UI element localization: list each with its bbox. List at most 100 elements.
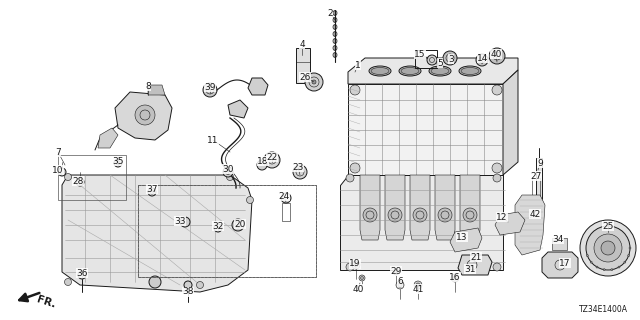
Text: 15: 15 (414, 50, 426, 59)
Text: TZ34E1400A: TZ34E1400A (579, 305, 628, 314)
Text: 22: 22 (266, 153, 278, 162)
Circle shape (493, 174, 501, 182)
Circle shape (493, 263, 501, 271)
Polygon shape (450, 228, 482, 252)
Circle shape (184, 281, 192, 289)
Polygon shape (62, 175, 252, 292)
Text: 3: 3 (448, 54, 454, 63)
Polygon shape (542, 252, 578, 278)
Circle shape (359, 275, 365, 281)
Circle shape (594, 234, 622, 262)
Circle shape (305, 73, 323, 91)
Circle shape (398, 283, 402, 287)
Circle shape (603, 269, 605, 271)
Circle shape (360, 276, 364, 279)
Text: 5: 5 (437, 59, 443, 68)
Circle shape (203, 83, 217, 97)
Circle shape (346, 263, 354, 271)
Polygon shape (503, 70, 518, 175)
Circle shape (281, 193, 291, 203)
Circle shape (58, 168, 66, 176)
Circle shape (596, 266, 598, 268)
Circle shape (76, 178, 84, 186)
Circle shape (629, 247, 631, 249)
Polygon shape (248, 78, 268, 95)
Circle shape (180, 217, 190, 227)
Text: 40: 40 (490, 50, 502, 59)
Circle shape (414, 281, 422, 289)
Bar (536, 158, 542, 216)
Text: 1: 1 (355, 60, 361, 69)
Text: 35: 35 (112, 156, 124, 165)
Text: 34: 34 (552, 235, 564, 244)
Bar (138, 185, 316, 277)
Polygon shape (348, 84, 503, 175)
Bar (58, 155, 126, 200)
Polygon shape (348, 58, 518, 84)
Polygon shape (340, 175, 503, 270)
Text: 8: 8 (145, 82, 151, 91)
Ellipse shape (429, 66, 451, 76)
Circle shape (396, 281, 404, 289)
Circle shape (586, 226, 630, 270)
Text: 18: 18 (257, 156, 269, 165)
Circle shape (453, 276, 457, 280)
Polygon shape (410, 175, 430, 240)
Text: 17: 17 (559, 259, 571, 268)
Circle shape (65, 173, 72, 180)
Circle shape (580, 220, 636, 276)
Circle shape (590, 261, 592, 263)
Text: 37: 37 (147, 185, 157, 194)
Polygon shape (385, 175, 405, 240)
Bar (532, 178, 540, 220)
Text: 12: 12 (496, 212, 508, 221)
Text: 6: 6 (397, 277, 403, 286)
Circle shape (601, 241, 615, 255)
Circle shape (624, 261, 626, 263)
Text: 25: 25 (602, 221, 614, 230)
Ellipse shape (371, 68, 389, 75)
Circle shape (388, 208, 402, 222)
Polygon shape (228, 100, 248, 118)
Circle shape (293, 165, 307, 179)
Text: 40: 40 (352, 284, 364, 293)
Circle shape (628, 254, 630, 257)
Circle shape (611, 269, 613, 271)
Circle shape (227, 173, 234, 180)
Text: 26: 26 (300, 73, 310, 82)
Polygon shape (515, 195, 545, 255)
Text: 20: 20 (234, 220, 246, 228)
Circle shape (350, 163, 360, 173)
Text: 28: 28 (72, 177, 84, 186)
Circle shape (476, 54, 488, 66)
Bar (552, 238, 567, 250)
Circle shape (65, 278, 72, 285)
Polygon shape (360, 175, 380, 240)
Circle shape (393, 269, 399, 275)
Text: 39: 39 (204, 83, 216, 92)
Circle shape (354, 263, 358, 267)
Circle shape (257, 160, 267, 170)
Polygon shape (98, 128, 118, 148)
Text: 27: 27 (531, 172, 541, 180)
Circle shape (78, 271, 86, 279)
Circle shape (350, 85, 360, 95)
Text: FR.: FR. (35, 294, 56, 310)
Circle shape (492, 85, 502, 95)
Text: 9: 9 (537, 158, 543, 167)
Polygon shape (148, 85, 165, 95)
Circle shape (492, 163, 502, 173)
Circle shape (467, 260, 477, 270)
Circle shape (443, 51, 457, 65)
Polygon shape (115, 92, 172, 140)
Text: 24: 24 (278, 191, 290, 201)
Circle shape (427, 55, 437, 65)
Polygon shape (495, 212, 525, 235)
Circle shape (363, 208, 377, 222)
Circle shape (449, 57, 451, 60)
Text: 42: 42 (529, 210, 541, 219)
Circle shape (214, 224, 222, 232)
Circle shape (413, 208, 427, 222)
Text: 7: 7 (55, 148, 61, 156)
Bar (415, 50, 437, 68)
